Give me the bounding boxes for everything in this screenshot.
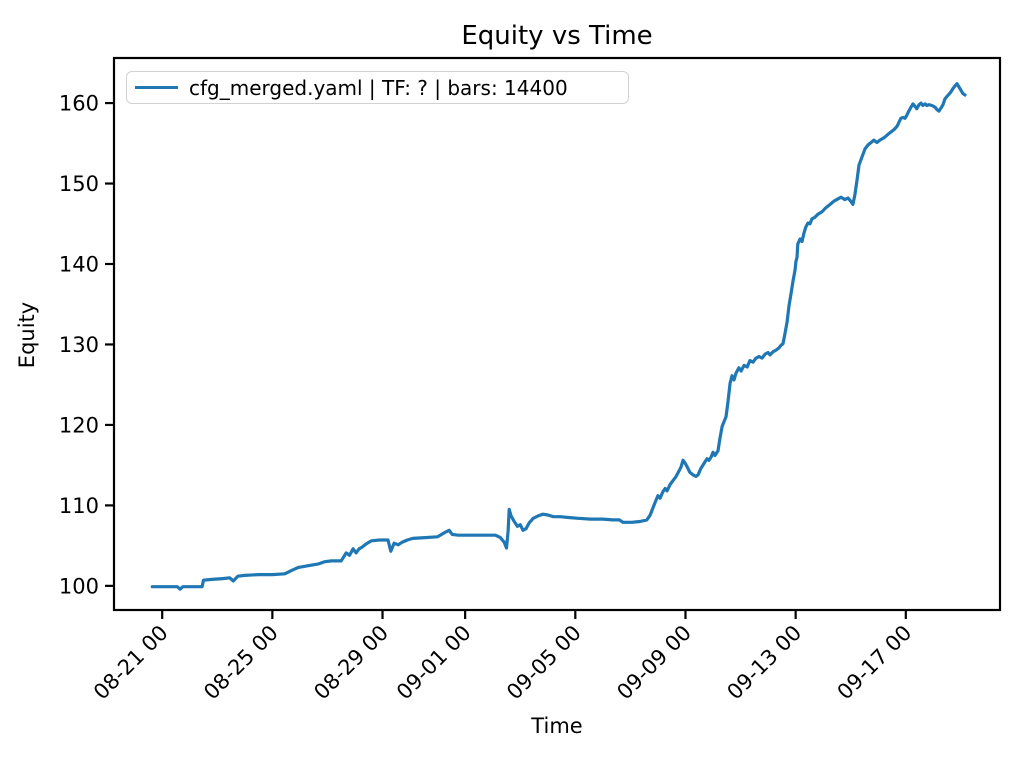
x-axis-label: Time [531, 714, 583, 738]
legend-label: cfg_merged.yaml | TF: ? | bars: 14400 [189, 75, 568, 100]
x-tick-label: 09-05 00 [502, 621, 586, 705]
y-tick-label: 150 [59, 172, 99, 196]
y-tick-label: 160 [59, 92, 99, 116]
y-tick-label: 110 [59, 494, 99, 518]
equity-line [150, 82, 967, 591]
x-tick-label: 08-29 00 [309, 621, 393, 705]
plot-frame [112, 56, 1002, 612]
x-tick-label: 08-25 00 [199, 621, 283, 705]
x-tick-label: 09-01 00 [392, 621, 476, 705]
y-tick-label: 100 [59, 574, 99, 598]
y-tick-label: 140 [59, 252, 99, 276]
chart-title: Equity vs Time [461, 21, 653, 51]
x-tick-label: 09-13 00 [722, 621, 806, 705]
x-tick-label: 08-21 00 [89, 621, 173, 705]
legend: cfg_merged.yaml | TF: ? | bars: 14400 [126, 71, 629, 104]
x-tick-label: 09-09 00 [612, 621, 696, 705]
y-tick-label: 130 [59, 333, 99, 357]
x-tick-label: 09-17 00 [833, 621, 917, 705]
y-tick-label: 120 [59, 413, 99, 437]
y-axis-label: Equity [15, 301, 39, 369]
legend-line-sample [135, 85, 178, 90]
